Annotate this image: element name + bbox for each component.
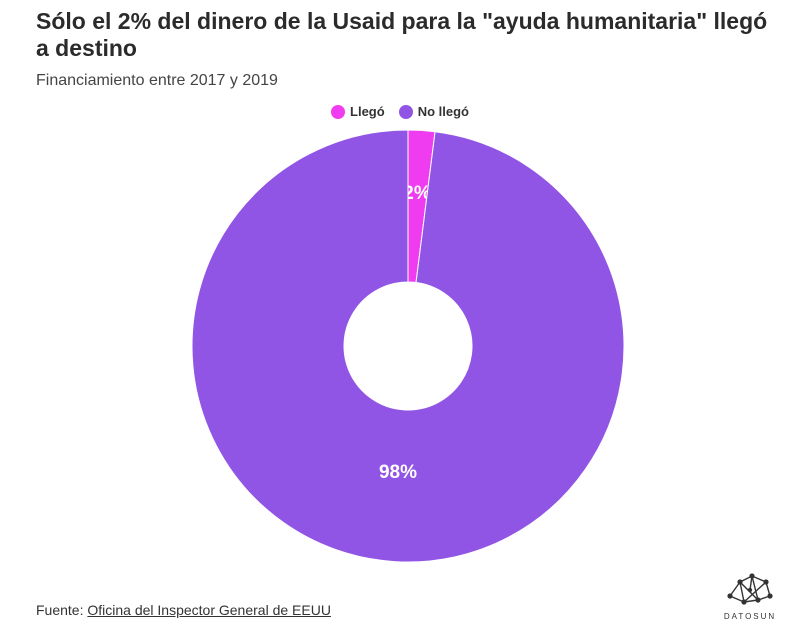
slice-label-llego: 2% xyxy=(403,183,431,204)
legend-label-llego: Llegó xyxy=(350,104,385,119)
datosun-logo: DATOSUN xyxy=(722,568,778,628)
slice-no-llego[interactable] xyxy=(191,129,625,563)
slice-label-no-llego: 98% xyxy=(379,462,417,483)
donut-chart: 2% 98% xyxy=(191,129,625,563)
legend-swatch-llego xyxy=(331,104,346,119)
source-link[interactable]: Oficina del Inspector General de EEUU xyxy=(87,602,331,618)
legend-item-llego[interactable]: Llegó xyxy=(331,104,385,119)
source-note: Fuente: Oficina del Inspector General de… xyxy=(36,602,331,618)
legend-label-no-llego: No llegó xyxy=(417,104,469,119)
legend-item-no-llego[interactable]: No llegó xyxy=(398,104,469,119)
network-logo-icon xyxy=(727,573,773,605)
chart-subtitle: Financiamiento entre 2017 y 2019 xyxy=(36,72,278,89)
source-prefix: Fuente: xyxy=(36,602,88,618)
legend: Llegó No llegó xyxy=(0,104,800,119)
chart-title: Sólo el 2% del dinero de la Usaid para l… xyxy=(36,8,768,61)
logo-text: DATOSUN xyxy=(723,612,777,621)
legend-swatch-no-llego xyxy=(398,104,413,119)
